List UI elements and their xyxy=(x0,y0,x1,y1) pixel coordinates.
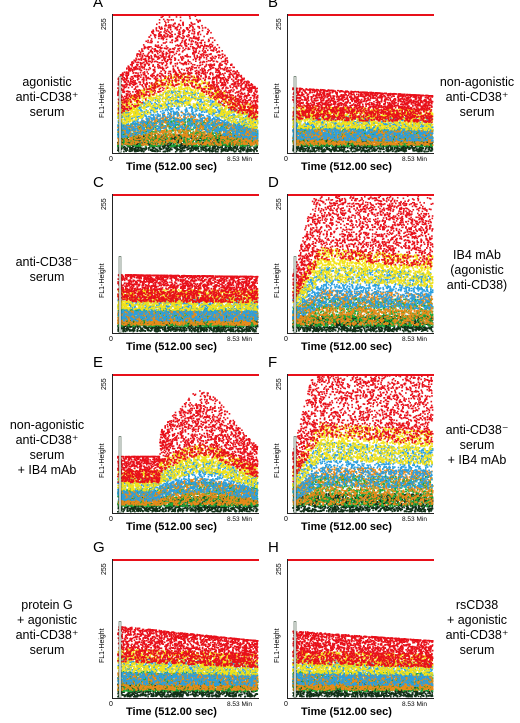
condition-label-c: anti-CD38⁻ serum xyxy=(2,255,92,285)
panel-f: F 255 FL1-Height 0 8.53 Min Time (512.00… xyxy=(270,368,433,521)
panel-c: C 255 FL1-Height 0 8.53 Min Time (512.00… xyxy=(95,188,258,341)
x-zero-label: 0 xyxy=(284,336,288,343)
x-zero-label: 0 xyxy=(109,516,113,523)
y-max-label: 255 xyxy=(101,378,108,390)
panel-letter: G xyxy=(93,539,105,556)
y-axis-label: FL1-Height xyxy=(99,443,106,478)
x-axis-label: Time (512.00 sec) xyxy=(301,161,392,173)
condition-label-d: IB4 mAb (agonistic anti-CD38) xyxy=(434,248,520,293)
x-end-label: 8.53 Min xyxy=(402,336,427,343)
dot-plot xyxy=(287,14,434,154)
dot-plot xyxy=(287,374,434,514)
dot-plot-canvas xyxy=(113,374,259,513)
panel-h: H 255 FL1-Height 0 8.53 Min Time (512.00… xyxy=(270,553,433,706)
panel-letter: D xyxy=(268,174,279,191)
y-max-label: 255 xyxy=(101,198,108,210)
y-max-label: 255 xyxy=(101,563,108,575)
y-axis-label: FL1-Height xyxy=(99,263,106,298)
x-end-label: 8.53 Min xyxy=(227,516,252,523)
dot-plot-canvas xyxy=(288,194,434,333)
dot-plot-canvas xyxy=(113,14,259,153)
dot-plot-canvas xyxy=(113,559,259,698)
dot-plot-canvas xyxy=(288,559,434,698)
y-max-label: 255 xyxy=(276,563,283,575)
x-axis-label: Time (512.00 sec) xyxy=(126,706,217,718)
dot-plot xyxy=(112,374,259,514)
y-axis-label: FL1-Height xyxy=(274,628,281,663)
x-zero-label: 0 xyxy=(284,156,288,163)
dot-plot xyxy=(287,559,434,699)
panel-letter: H xyxy=(268,539,279,556)
panel-a: A 255 FL1-Height 0 8.53 Min Time (512.00… xyxy=(95,8,258,161)
panel-letter: A xyxy=(93,0,103,11)
x-axis-label: Time (512.00 sec) xyxy=(126,341,217,353)
x-zero-label: 0 xyxy=(284,701,288,708)
dot-plot-canvas xyxy=(288,14,434,153)
y-axis-label: FL1-Height xyxy=(99,628,106,663)
condition-label-a: agonistic anti-CD38⁺ serum xyxy=(2,75,92,120)
panel-letter: B xyxy=(268,0,278,11)
condition-label-h: rsCD38 + agonistic anti-CD38⁺ serum xyxy=(434,598,520,658)
dot-plot xyxy=(112,559,259,699)
x-end-label: 8.53 Min xyxy=(402,156,427,163)
x-zero-label: 0 xyxy=(284,516,288,523)
dot-plot xyxy=(287,194,434,334)
x-end-label: 8.53 Min xyxy=(227,701,252,708)
panel-letter: C xyxy=(93,174,104,191)
condition-label-f: anti-CD38⁻ serum + IB4 mAb xyxy=(434,423,520,468)
panel-letter: E xyxy=(93,354,103,371)
y-axis-label: FL1-Height xyxy=(274,443,281,478)
x-axis-label: Time (512.00 sec) xyxy=(126,521,217,533)
x-axis-label: Time (512.00 sec) xyxy=(301,706,392,718)
panel-e: E 255 FL1-Height 0 8.53 Min Time (512.00… xyxy=(95,368,258,521)
x-zero-label: 0 xyxy=(109,701,113,708)
panel-g: G 255 FL1-Height 0 8.53 Min Time (512.00… xyxy=(95,553,258,706)
x-end-label: 8.53 Min xyxy=(227,156,252,163)
x-axis-label: Time (512.00 sec) xyxy=(301,521,392,533)
y-max-label: 255 xyxy=(276,18,283,30)
panel-letter: F xyxy=(268,354,277,371)
y-axis-label: FL1-Height xyxy=(274,263,281,298)
x-end-label: 8.53 Min xyxy=(227,336,252,343)
x-end-label: 8.53 Min xyxy=(402,516,427,523)
condition-label-b: non-agonistic anti-CD38⁺ serum xyxy=(434,75,520,120)
y-max-label: 255 xyxy=(276,198,283,210)
y-max-label: 255 xyxy=(101,18,108,30)
dot-plot-canvas xyxy=(288,374,434,513)
dot-plot xyxy=(112,194,259,334)
x-end-label: 8.53 Min xyxy=(402,701,427,708)
x-zero-label: 0 xyxy=(109,336,113,343)
panel-d: D 255 FL1-Height 0 8.53 Min Time (512.00… xyxy=(270,188,433,341)
dot-plot-canvas xyxy=(113,194,259,333)
x-zero-label: 0 xyxy=(109,156,113,163)
dot-plot xyxy=(112,14,259,154)
x-axis-label: Time (512.00 sec) xyxy=(301,341,392,353)
y-axis-label: FL1-Height xyxy=(274,83,281,118)
y-max-label: 255 xyxy=(276,378,283,390)
panel-b: B 255 FL1-Height 0 8.53 Min Time (512.00… xyxy=(270,8,433,161)
y-axis-label: FL1-Height xyxy=(99,83,106,118)
condition-label-g: protein G + agonistic anti-CD38⁺ serum xyxy=(2,598,92,658)
x-axis-label: Time (512.00 sec) xyxy=(126,161,217,173)
condition-label-e: non-agonistic anti-CD38⁺ serum + IB4 mAb xyxy=(2,418,92,478)
